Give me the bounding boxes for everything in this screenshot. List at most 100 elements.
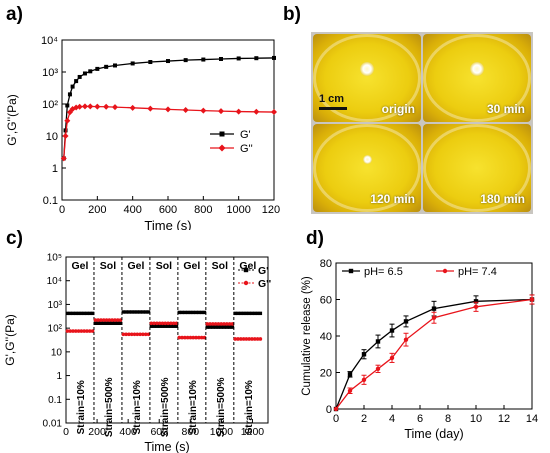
data-point <box>389 328 395 333</box>
data-point-g1 <box>244 311 249 316</box>
y-tick-label: 10⁵ <box>47 253 62 264</box>
dish-label-180min: 180 min <box>480 192 525 206</box>
data-point-g2 <box>104 318 109 322</box>
data-point-g2 <box>244 337 249 341</box>
data-point <box>64 117 71 124</box>
chart-a: 0 200 400 600 800 1000 1200 0.1 1 10 10² 10³ 10⁴ Time… <box>5 35 280 230</box>
data-point <box>104 64 109 69</box>
data-point-g2 <box>211 322 215 326</box>
data-point <box>77 74 82 79</box>
legend-marker <box>219 131 225 137</box>
data-point <box>271 109 277 116</box>
y-axis-label: G',G''(Pa) <box>5 94 19 146</box>
data-point-g1 <box>205 325 209 329</box>
legend-marker <box>442 268 448 274</box>
data-point-g1 <box>227 325 232 329</box>
data-point-g2 <box>124 332 128 337</box>
dish-photo-origin: 1 cm origin <box>313 34 421 122</box>
y-tick-label: 0.01 <box>43 419 63 430</box>
data-point-g2 <box>205 322 210 326</box>
dish-hole <box>470 62 484 77</box>
panel-d-label: d) <box>306 228 324 249</box>
y-tick-label: 10³ <box>42 67 58 79</box>
data-point-g2 <box>241 337 246 341</box>
data-point <box>95 66 100 71</box>
data-point <box>473 299 479 304</box>
data-point-g1 <box>241 311 246 316</box>
data-point-g2 <box>127 332 131 337</box>
data-point <box>183 58 188 63</box>
data-point <box>272 55 276 60</box>
segment-label: Gel <box>127 260 144 272</box>
y-tick-label: 0.1 <box>48 395 62 406</box>
data-point-g2 <box>233 337 238 341</box>
data-point <box>129 104 136 111</box>
y-tick-label: 40 <box>320 331 332 343</box>
data-point-g2 <box>138 332 142 337</box>
panel-c-label: c) <box>6 228 23 249</box>
data-point-g2 <box>87 329 92 333</box>
legend-label: pH= 6.5 <box>364 266 403 278</box>
data-point-g1 <box>185 310 190 315</box>
data-point <box>60 155 67 162</box>
data-point <box>112 104 118 111</box>
data-point <box>253 108 260 115</box>
data-point-g1 <box>236 311 240 316</box>
y-tick-label: 10⁴ <box>41 35 58 47</box>
data-point-g2 <box>166 321 170 326</box>
data-point-g2 <box>185 335 190 340</box>
data-point <box>389 355 395 361</box>
dish-photo-120min: 120 min <box>313 124 421 212</box>
data-point-g1 <box>180 310 184 315</box>
panel-a-label: a) <box>6 4 23 25</box>
data-point-g1 <box>138 310 142 314</box>
data-point-g1 <box>208 325 212 329</box>
data-point <box>130 61 135 66</box>
scale-bar-label: 1 cm <box>319 93 345 105</box>
y-tick-label: 0.1 <box>43 195 58 207</box>
data-point-g2 <box>225 322 229 326</box>
data-point-g1 <box>219 325 223 329</box>
data-point-g1 <box>155 324 159 328</box>
data-point-g1 <box>135 310 140 314</box>
data-point-g2 <box>85 329 89 333</box>
x-tick-label: 1000 <box>226 204 250 216</box>
y-tick-label: 10 <box>51 347 63 358</box>
x-tick-label: 800 <box>194 204 212 216</box>
x-tick-label: 1200 <box>262 204 280 216</box>
data-point-g1 <box>90 311 95 316</box>
data-point-g1 <box>144 310 148 314</box>
x-axis-label: Time (day) <box>404 427 463 441</box>
data-point-g1 <box>65 311 70 316</box>
x-tick-label: 2 <box>361 413 367 425</box>
data-point-g2 <box>188 335 193 340</box>
x-tick-label: 12 <box>498 413 510 425</box>
y-tick-label: 20 <box>320 368 332 380</box>
data-point-g1 <box>79 311 84 316</box>
data-point-g1 <box>132 310 137 314</box>
data-point-g1 <box>202 310 207 315</box>
dish-photo-30min: 30 min <box>423 34 531 122</box>
data-point-g2 <box>247 337 251 341</box>
y-tick-label: 1 <box>52 163 58 175</box>
data-point-g2 <box>180 335 184 340</box>
strain-label: Strain=10% <box>132 380 143 434</box>
data-point-g2 <box>239 337 243 341</box>
data-point <box>165 106 171 113</box>
data-point-g1 <box>191 310 195 315</box>
y-axis-label: Cumulative release (%) <box>301 276 313 396</box>
data-point-g1 <box>96 321 100 326</box>
data-point-g1 <box>233 311 237 316</box>
data-point-g2 <box>71 329 75 333</box>
data-point <box>347 388 353 393</box>
data-point-g1 <box>113 321 117 326</box>
x-tick-label: 6 <box>417 413 423 425</box>
data-point-g1 <box>160 324 165 328</box>
legend-marker <box>243 267 249 273</box>
x-tick-label: 0 <box>59 204 65 216</box>
data-point-g1 <box>225 325 229 329</box>
data-point-g2 <box>177 335 182 340</box>
data-point-g2 <box>255 337 260 341</box>
data-point <box>473 304 479 309</box>
data-point-g2 <box>213 322 218 326</box>
